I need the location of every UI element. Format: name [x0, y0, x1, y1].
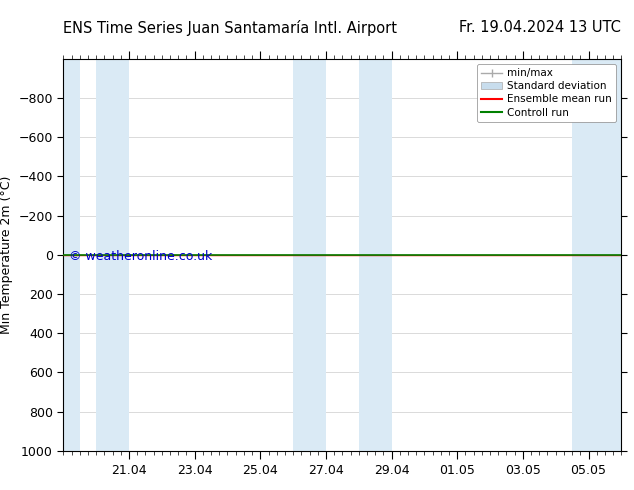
Text: © weatheronline.co.uk: © weatheronline.co.uk: [69, 250, 212, 263]
Bar: [359, 59, 392, 451]
Text: ENS Time Series Juan Santamaría Intl. Airport: ENS Time Series Juan Santamaría Intl. Ai…: [63, 20, 398, 36]
Bar: [572, 59, 621, 451]
Bar: [293, 59, 326, 451]
Bar: [63, 59, 80, 451]
Legend: min/max, Standard deviation, Ensemble mean run, Controll run: min/max, Standard deviation, Ensemble me…: [477, 64, 616, 122]
Y-axis label: Min Temperature 2m (°C): Min Temperature 2m (°C): [0, 175, 13, 334]
Bar: [96, 59, 129, 451]
Text: Fr. 19.04.2024 13 UTC: Fr. 19.04.2024 13 UTC: [460, 20, 621, 35]
